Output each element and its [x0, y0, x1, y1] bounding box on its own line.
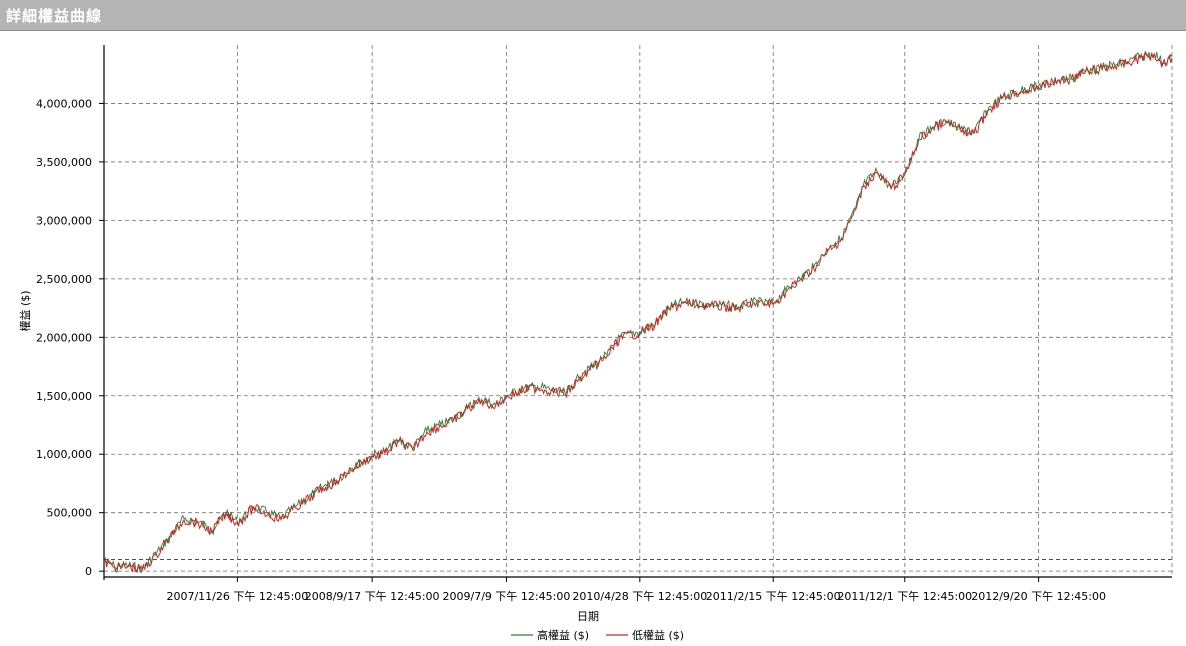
y-tick-label: 2,500,000	[36, 273, 92, 286]
y-tick-label: 500,000	[47, 507, 93, 520]
x-tick-label: 2011/2/15 下午 12:45:00	[706, 590, 841, 603]
y-tick-label: 4,000,000	[36, 97, 92, 110]
x-axis-label: 日期	[577, 610, 599, 623]
x-tick-label: 2010/4/28 下午 12:45:00	[572, 590, 707, 603]
y-axis-label: 權益 ($)	[18, 290, 32, 331]
legend-label-low: 低權益 ($)	[632, 628, 684, 642]
series-line-low	[103, 50, 1173, 573]
chart-axes	[99, 45, 1172, 582]
chart-series	[103, 50, 1173, 574]
x-tick-label: 2009/7/9 下午 12:45:00	[443, 590, 571, 603]
y-tick-labels: 0 500,000 1,000,000 1,500,000 2,000,000 2,500…	[36, 97, 92, 578]
x-tick-label: 2012/9/20 下午 12:45:00	[971, 590, 1106, 603]
y-tick-label: 1,500,000	[36, 390, 92, 403]
chart-legend: 高權益 ($) 低權益 ($)	[511, 628, 684, 642]
x-tick-label: 2008/9/17 下午 12:45:00	[305, 590, 440, 603]
y-tick-label: 0	[85, 565, 92, 578]
x-tick-label: 2011/12/1 下午 12:45:00	[837, 590, 972, 603]
window-title-bar: 詳細權益曲線	[0, 0, 1186, 31]
legend-label-high: 高權益 ($)	[537, 628, 589, 642]
series-line-high	[103, 51, 1173, 574]
y-tick-label: 2,000,000	[36, 331, 92, 344]
x-tick-label: 2007/11/26 下午 12:45:00	[166, 590, 308, 603]
y-tick-label: 1,000,000	[36, 448, 92, 461]
chart-grid	[104, 45, 1173, 577]
y-tick-label: 3,500,000	[36, 156, 92, 169]
window-title: 詳細權益曲線	[6, 7, 103, 25]
y-tick-label: 3,000,000	[36, 214, 92, 227]
